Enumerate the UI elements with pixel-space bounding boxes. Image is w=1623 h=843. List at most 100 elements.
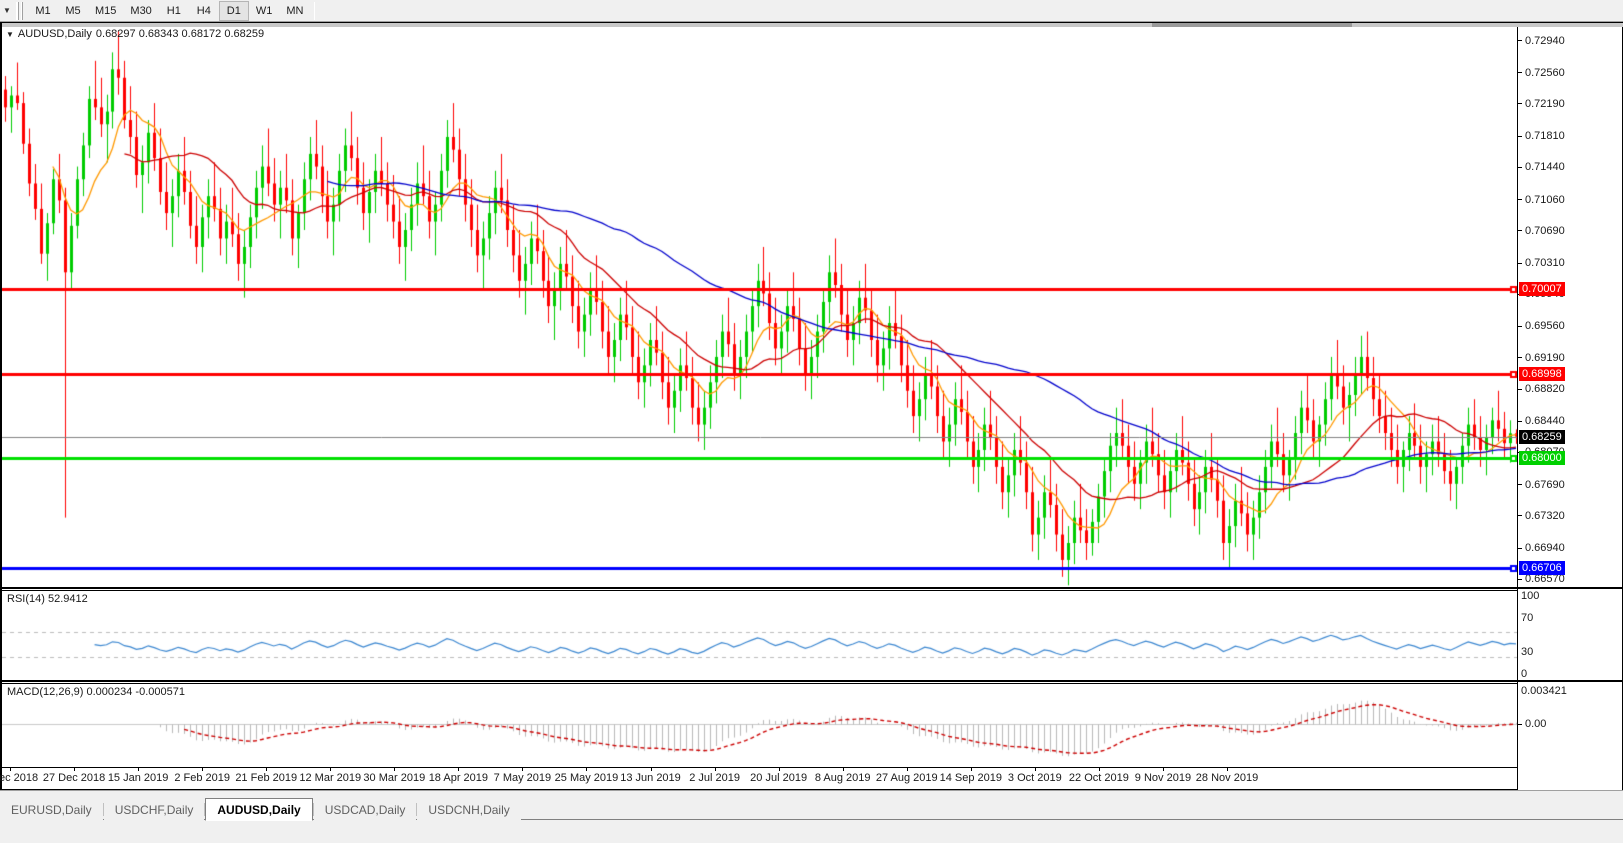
date-tick-label: 8 Dec 2018 — [0, 772, 39, 784]
price-tick: 0.66570 — [1518, 573, 1565, 585]
price-tick-label: 0.72560 — [1525, 66, 1565, 79]
date-tick-label: 21 Feb 2019 — [235, 772, 298, 784]
price-tick-label: 0.66940 — [1525, 542, 1565, 555]
caret-down-icon[interactable]: ▼ — [6, 29, 14, 39]
macd-indicator-panel[interactable]: MACD(12,26,9) 0.000234 -0.000571 — [2, 683, 1519, 768]
tab-separator — [204, 802, 206, 816]
price-highlight-support[interactable]: 0.68000 — [1519, 451, 1565, 466]
date-tick-mark — [330, 768, 332, 771]
date-tick-label: 30 Mar 2019 — [363, 772, 426, 784]
price-tick: 0.66940 — [1518, 542, 1565, 554]
chart-tab-usdcad[interactable]: USDCAD,Daily — [313, 799, 417, 820]
tab-separator — [102, 802, 104, 816]
timeframe-button-m30[interactable]: M30 — [130, 4, 152, 17]
price-tick-label: 0.71440 — [1525, 161, 1565, 174]
date-tick-mark — [970, 768, 972, 771]
rsi-canvas[interactable] — [2, 591, 1519, 680]
price-tick: 0.69190 — [1518, 352, 1565, 364]
price-tick-label: 0.71810 — [1525, 130, 1565, 143]
date-tick-mark — [10, 768, 11, 771]
price-axis[interactable]: 0.72940 0.72560 0.72190 0.71810 0.71440 0.710… — [1517, 27, 1622, 791]
macd-tick: 0.00 — [1518, 718, 1546, 730]
timeframe-button-h4[interactable]: H4 — [196, 4, 211, 17]
timeframe-button-m5[interactable]: M5 — [65, 4, 81, 17]
chart-symbol-label: AUDUSD,Daily — [17, 28, 92, 40]
price-tick-label: 0.70310 — [1525, 257, 1565, 269]
price-tick: 0.70690 — [1518, 225, 1565, 237]
caret-down-icon[interactable]: ▼ — [3, 6, 11, 15]
rsi-tick: 100 — [1518, 590, 1539, 602]
tab-underline — [0, 819, 1623, 820]
panel-divider[interactable] — [2, 587, 1623, 589]
chart-header: ▼ AUDUSD,Daily 0.68297 0.68343 0.68172 0… — [6, 28, 264, 40]
chart-tab-audusd[interactable]: AUDUSD,Daily — [205, 798, 313, 821]
rsi-tick-label: 100 — [1521, 590, 1540, 602]
rsi-tick-label: 0 — [1521, 668, 1528, 680]
price-tick: 0.67690 — [1518, 479, 1565, 491]
macd-tick-label: 0.003421 — [1521, 685, 1567, 697]
price-highlight-resistance[interactable]: 0.68998 — [1519, 366, 1565, 381]
chart-tab-usdchf[interactable]: USDCHF,Daily — [103, 799, 205, 820]
price-tick-label: 0.69560 — [1525, 320, 1565, 333]
timeframe-button-h1[interactable]: H1 — [166, 4, 181, 17]
chart-tab-eurusd[interactable]: EURUSD,Daily — [0, 799, 103, 820]
date-tick-mark — [202, 768, 204, 771]
price-tick-label: 0.70690 — [1525, 224, 1565, 237]
date-tick-mark — [138, 768, 140, 771]
date-tick-mark — [906, 768, 908, 771]
main-price-panel[interactable] — [2, 27, 1519, 587]
date-tick-mark — [394, 768, 396, 771]
date-tick-mark — [714, 768, 716, 771]
chart-tab-usdcnh[interactable]: USDCNH,Daily — [417, 799, 521, 820]
price-tick: 0.72940 — [1518, 35, 1565, 47]
toolbar-separator — [314, 1, 316, 20]
chart-ohlc-values: 0.68297 0.68343 0.68172 0.68259 — [95, 28, 265, 40]
price-tick: 0.71440 — [1518, 161, 1565, 173]
date-tick-mark — [586, 768, 588, 771]
price-highlight-resistance[interactable]: 0.70007 — [1519, 281, 1565, 296]
price-tick: 0.67320 — [1518, 510, 1565, 522]
timeframe-button-m15[interactable]: M15 — [95, 4, 117, 17]
date-tick-label: 18 Apr 2019 — [428, 772, 489, 784]
timeframe-button-m1[interactable]: M1 — [35, 4, 51, 17]
timeframe-button-d1[interactable]: D1 — [218, 0, 249, 21]
rsi-tick-label: 70 — [1521, 612, 1534, 624]
date-tick-mark — [842, 768, 844, 771]
date-tick-label: 14 Sep 2019 — [939, 772, 1002, 784]
date-tick-label: 25 May 2019 — [554, 772, 619, 784]
macd-canvas[interactable] — [2, 684, 1519, 768]
date-tick-mark — [1227, 768, 1228, 771]
price-tick-label: 0.66570 — [1525, 573, 1565, 586]
rsi-indicator-panel[interactable]: RSI(14) 52.9412 — [2, 590, 1519, 680]
timeframe-button-w1[interactable]: W1 — [255, 4, 273, 17]
price-highlight-support[interactable]: 0.66706 — [1519, 560, 1565, 575]
price-tick: 0.68440 — [1518, 415, 1565, 427]
drag-grip-icon[interactable] — [16, 1, 25, 20]
timeframe-button-group: M1 M5 M15 M30 H1 H4 D1 W1 MN — [28, 0, 310, 22]
timeframe-button-mn[interactable]: MN — [286, 4, 304, 17]
price-highlight-last-price[interactable]: 0.68259 — [1519, 429, 1565, 444]
date-tick-label: 22 Oct 2019 — [1068, 772, 1129, 784]
scrollbar-thumb[interactable] — [1152, 23, 1352, 27]
date-tick-mark — [778, 768, 780, 771]
chart-window: ▼ AUDUSD,Daily 0.68297 0.68343 0.68172 0… — [0, 22, 1623, 791]
date-tick-label: 15 Jan 2019 — [107, 772, 169, 784]
date-tick-label: 2 Feb 2019 — [174, 772, 230, 784]
price-tick-label: 0.67690 — [1525, 478, 1565, 491]
chart-tabs: EURUSD,Daily USDCHF,Daily AUDUSD,Daily USDC… — [0, 798, 521, 821]
horizontal-scrollbar[interactable] — [2, 23, 1623, 27]
candlestick-canvas[interactable] — [2, 27, 1519, 587]
tab-separator — [312, 802, 314, 816]
date-tick-label: 13 Jun 2019 — [620, 772, 681, 784]
date-tick-label: 2 Jul 2019 — [689, 772, 740, 784]
panel-divider[interactable] — [2, 680, 1623, 682]
price-tick: 0.72190 — [1518, 98, 1565, 110]
price-tick-label: 0.67320 — [1525, 509, 1565, 522]
rsi-label: RSI(14) 52.9412 — [7, 593, 88, 605]
date-tick-label: 8 Aug 2019 — [814, 772, 871, 784]
tab-separator — [416, 802, 418, 816]
price-tick: 0.70310 — [1518, 257, 1565, 269]
rsi-tick: 0 — [1518, 668, 1527, 680]
macd-tick: 0.003421 — [1518, 685, 1567, 697]
